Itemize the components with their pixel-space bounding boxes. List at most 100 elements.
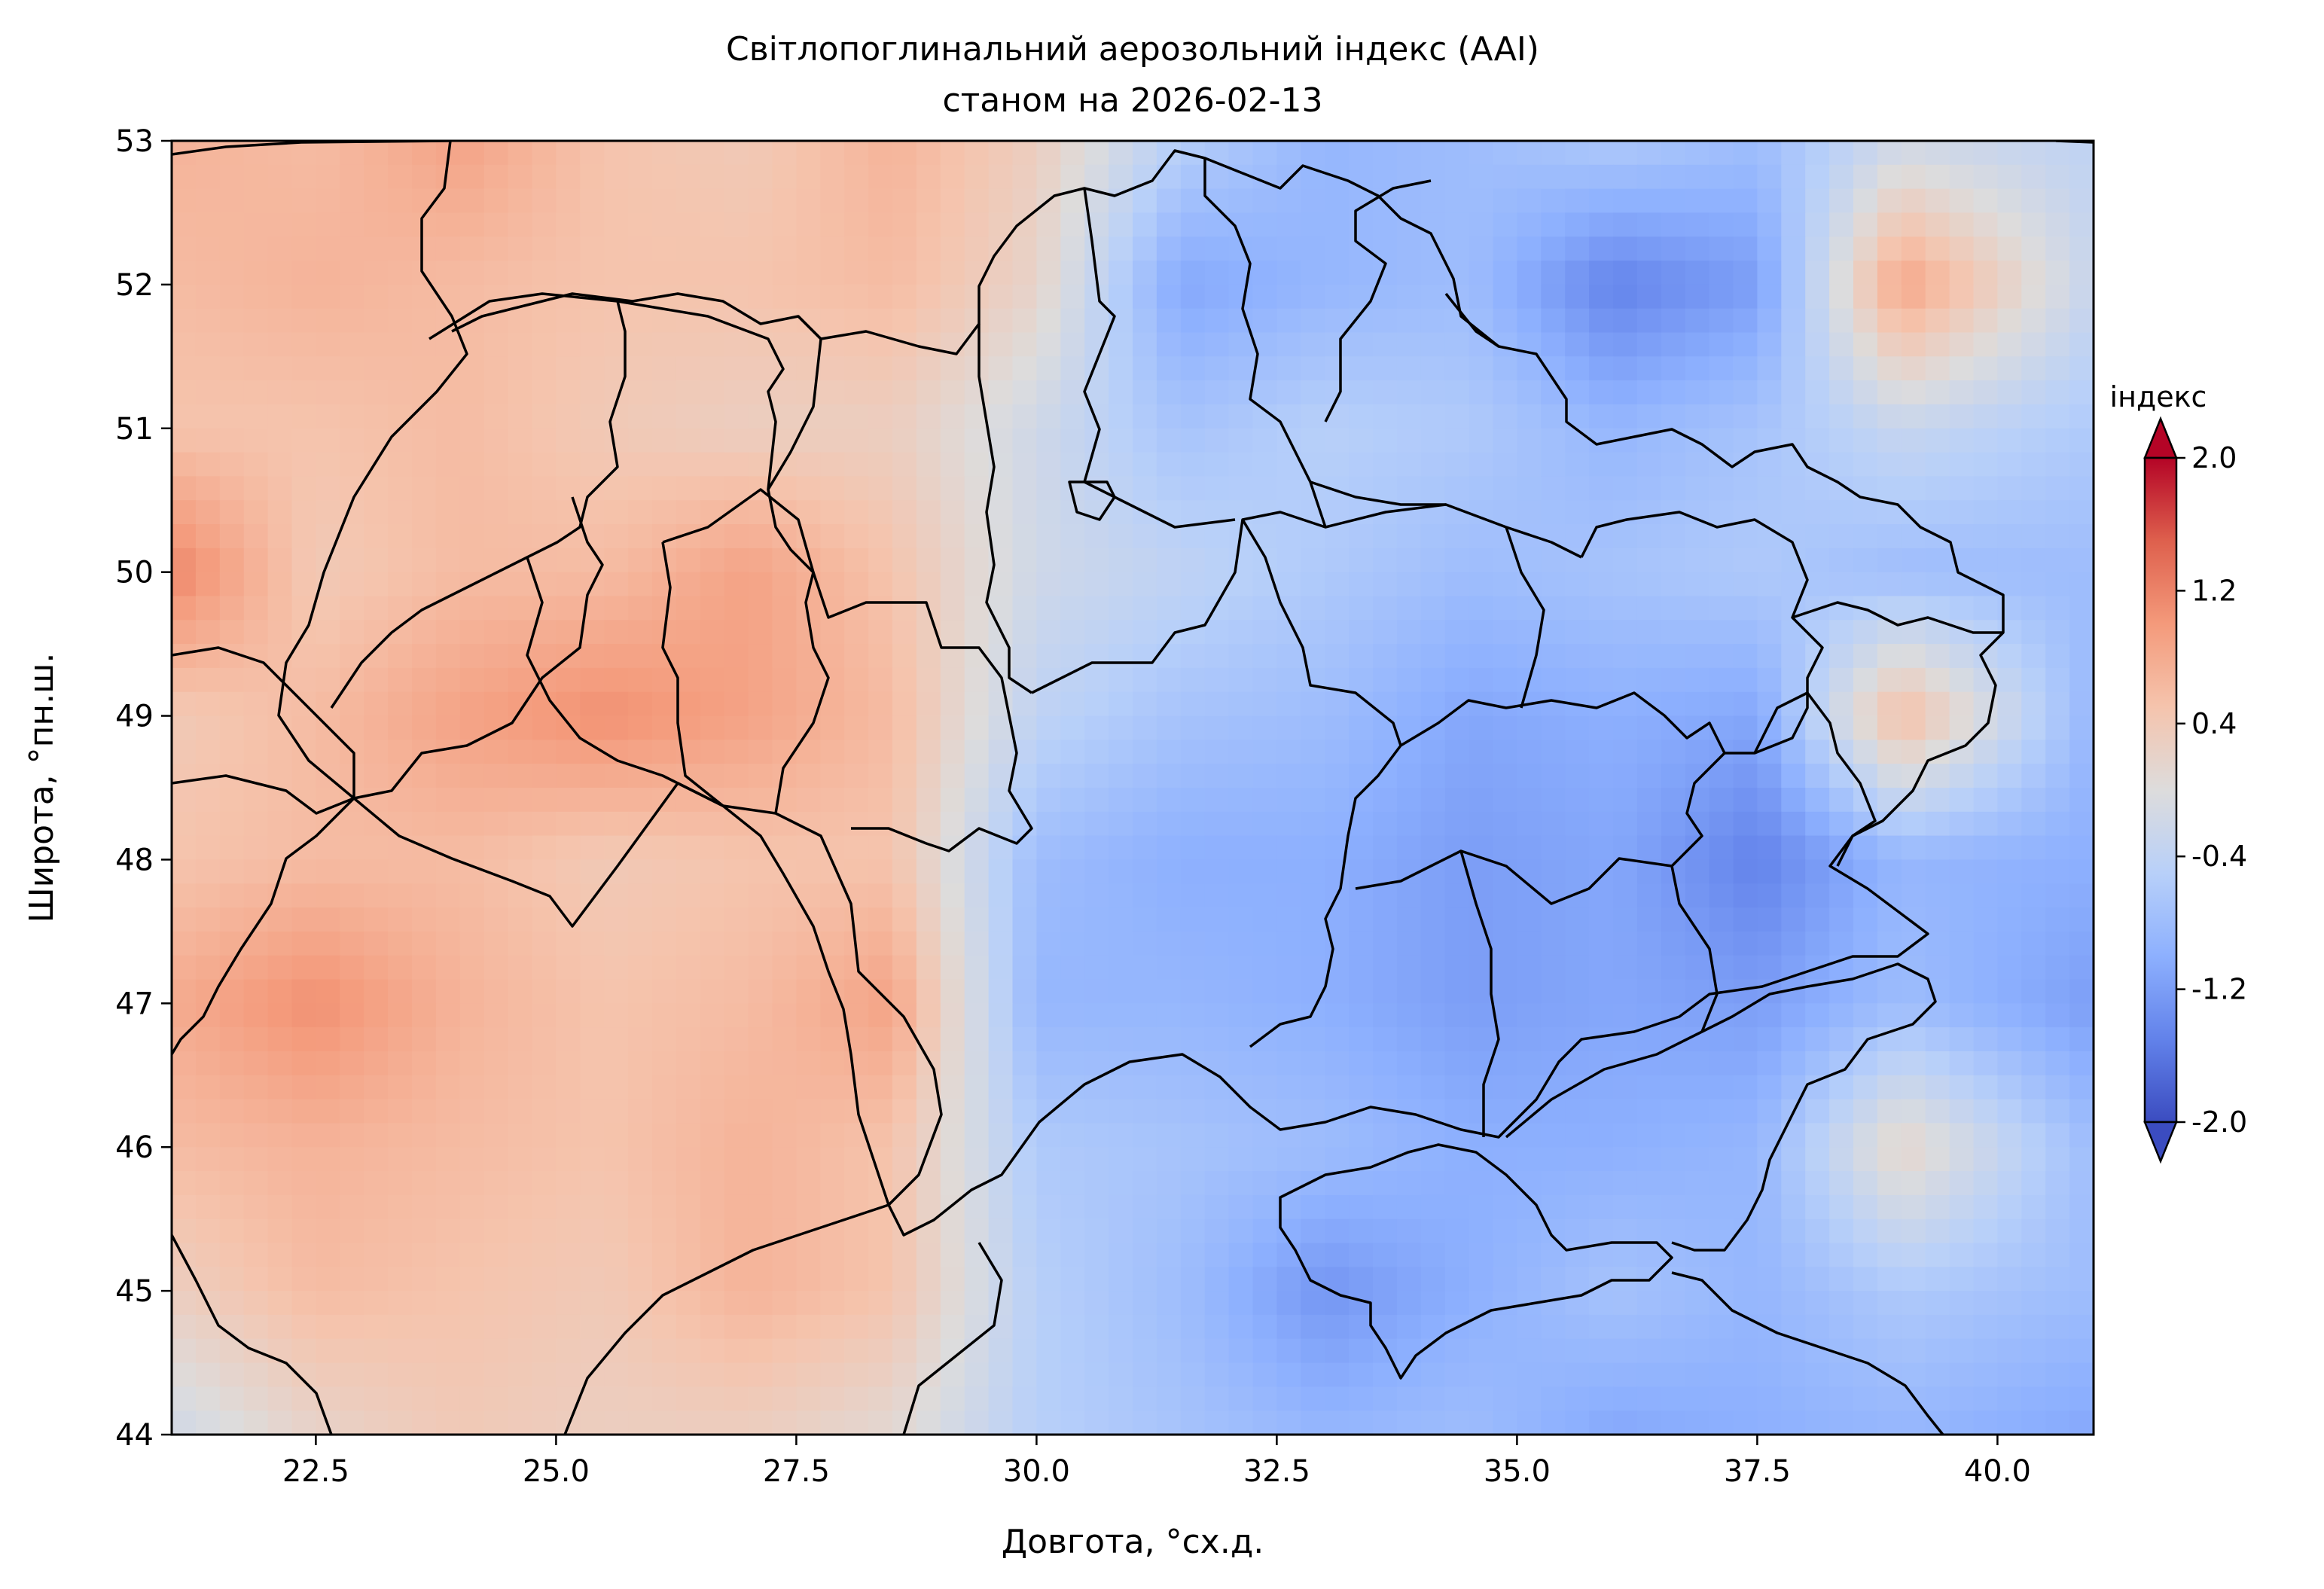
- heatmap-cell: [988, 332, 1014, 358]
- heatmap-cell: [628, 620, 653, 645]
- heatmap-cell: [1349, 1243, 1374, 1268]
- heatmap-cell: [243, 547, 269, 573]
- heatmap-cell: [1901, 1362, 1926, 1388]
- heatmap-cell: [483, 1075, 509, 1100]
- heatmap-cell: [1757, 404, 1783, 429]
- heatmap-cell: [1541, 955, 1566, 981]
- heatmap-cell: [1133, 1386, 1157, 1411]
- heatmap-cell: [172, 1386, 197, 1411]
- heatmap-cell: [1493, 740, 1518, 764]
- heatmap-cell: [1444, 1099, 1470, 1124]
- heatmap-cell: [1997, 691, 2023, 717]
- heatmap-cell: [676, 1027, 701, 1052]
- heatmap-cell: [1901, 835, 1926, 861]
- heatmap-cell: [1877, 236, 1902, 261]
- heatmap-cell: [1636, 476, 1662, 501]
- heatmap-cell: [1541, 332, 1566, 358]
- heatmap-cell: [1301, 788, 1325, 813]
- heatmap-cell: [1565, 1267, 1590, 1292]
- heatmap-cell: [291, 1267, 317, 1292]
- heatmap-cell: [1589, 1147, 1614, 1172]
- heatmap-cell: [1133, 188, 1157, 214]
- heatmap-cell: [1636, 188, 1662, 214]
- heatmap-cell: [1877, 380, 1902, 405]
- heatmap-cell: [291, 1051, 317, 1076]
- heatmap-cell: [1805, 547, 1830, 573]
- heatmap-cell: [508, 212, 533, 237]
- heatmap-cell: [532, 1051, 557, 1076]
- heatmap-cell: [291, 476, 317, 501]
- heatmap-cell: [748, 428, 773, 453]
- heatmap-cell: [1877, 859, 1902, 884]
- heatmap-cell: [1709, 380, 1734, 405]
- heatmap-cell: [1420, 835, 1446, 861]
- heatmap-cell: [1252, 1218, 1278, 1244]
- heatmap-cell: [1084, 667, 1109, 693]
- heatmap-cell: [556, 1362, 581, 1388]
- heatmap-cell: [1469, 979, 1494, 1005]
- heatmap-cell: [1060, 955, 1085, 981]
- heatmap-cell: [940, 811, 965, 837]
- heatmap-cell: [172, 1218, 197, 1244]
- heatmap-cell: [1589, 356, 1614, 381]
- heatmap-cell: [2021, 691, 2046, 717]
- oblast-boundary: [1459, 850, 1500, 1137]
- heatmap-cell: [435, 404, 461, 429]
- heatmap-cell: [1636, 883, 1662, 908]
- heatmap-cell: [2021, 596, 2046, 621]
- heatmap-cell: [1180, 1123, 1206, 1148]
- heatmap-cell: [219, 404, 245, 429]
- heatmap-cell: [459, 212, 485, 237]
- heatmap-cell: [195, 955, 221, 981]
- heatmap-cell: [435, 620, 461, 645]
- heatmap-cell: [1133, 404, 1157, 429]
- heatmap-cell: [1781, 1003, 1806, 1028]
- heatmap-cell: [1276, 212, 1302, 237]
- heatmap-cell: [1709, 1314, 1734, 1340]
- heatmap-cell: [195, 428, 221, 453]
- heatmap-cell: [1252, 1171, 1278, 1196]
- heatmap-cell: [1373, 1243, 1398, 1268]
- heatmap-cell: [195, 284, 221, 310]
- heatmap-cell: [1709, 859, 1734, 884]
- heatmap-cell: [267, 740, 293, 764]
- heatmap-cell: [243, 1267, 269, 1292]
- heatmap-cell: [243, 261, 269, 285]
- heatmap-cell: [1733, 859, 1758, 884]
- heatmap-cell: [868, 1314, 893, 1340]
- heatmap-cell: [748, 883, 773, 908]
- heatmap-cell: [1661, 715, 1686, 741]
- heatmap-cell: [604, 788, 629, 813]
- heatmap-cell: [676, 236, 701, 261]
- heatmap-cell: [1036, 1243, 1062, 1268]
- heatmap-cell: [1036, 356, 1062, 381]
- heatmap-cell: [556, 955, 581, 981]
- colorbar: індекс -2.0-1.2-0.40.41.22.0: [2110, 380, 2247, 1164]
- heatmap-cell: [1493, 1314, 1518, 1340]
- heatmap-cell: [1133, 332, 1157, 358]
- heatmap-cell: [1709, 261, 1734, 285]
- heatmap-cell: [1925, 1123, 1950, 1148]
- heatmap-cell: [1589, 931, 1614, 956]
- heatmap-cell: [364, 979, 389, 1005]
- colorbar-ticks: -2.0-1.2-0.40.41.22.0: [2176, 441, 2247, 1139]
- heatmap-cell: [1949, 1003, 1975, 1028]
- heatmap-cell: [652, 1314, 677, 1340]
- heatmap-cell: [1781, 236, 1806, 261]
- heatmap-cell: [340, 572, 364, 597]
- heatmap-cell: [1180, 859, 1206, 884]
- heatmap-cell: [964, 1003, 990, 1028]
- heatmap-cell: [1685, 236, 1710, 261]
- heatmap-cell: [1349, 740, 1374, 764]
- heatmap-cell: [316, 620, 341, 645]
- heatmap-cell: [1517, 1027, 1542, 1052]
- heatmap-cell: [1685, 979, 1710, 1005]
- heatmap-cell: [243, 811, 269, 837]
- heatmap-cell: [1493, 284, 1518, 310]
- heatmap-cell: [340, 596, 364, 621]
- heatmap-cell: [1636, 164, 1662, 190]
- heatmap-cell: [1901, 188, 1926, 214]
- heatmap-cell: [1589, 883, 1614, 908]
- heatmap-cell: [1541, 1291, 1566, 1316]
- heatmap-cell: [1517, 164, 1542, 190]
